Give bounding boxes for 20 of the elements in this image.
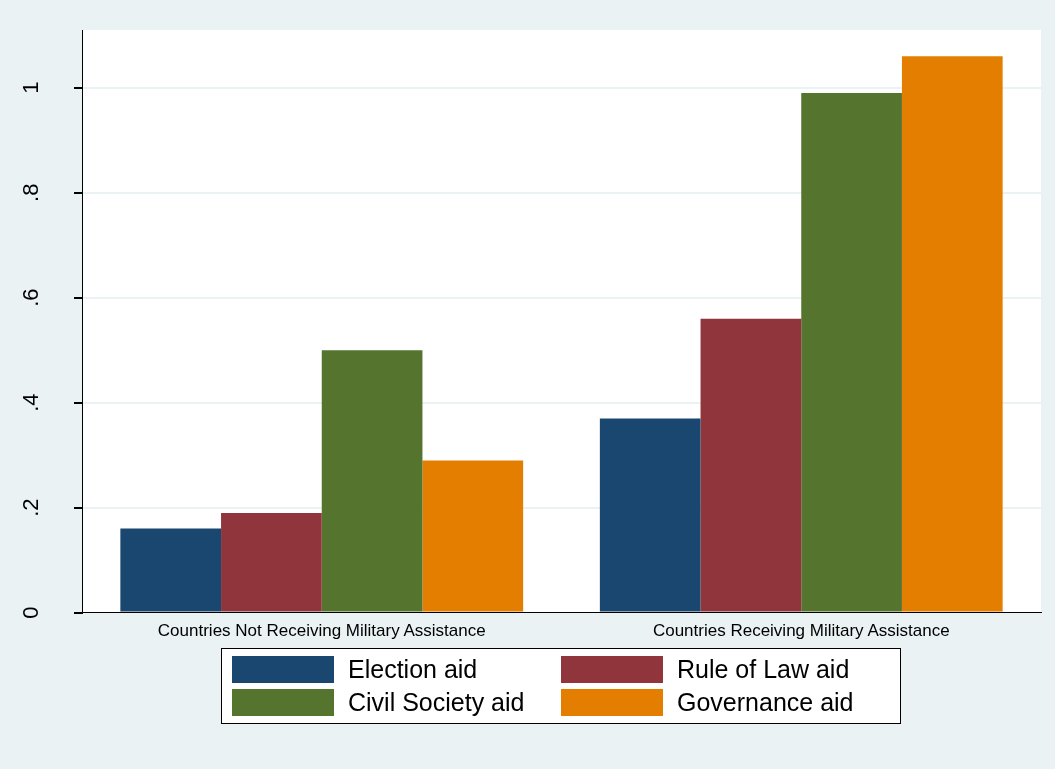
legend-label: Election aid: [348, 655, 478, 684]
bar: [801, 92, 902, 612]
bar: [221, 512, 322, 612]
y-tick-label: 1: [18, 81, 44, 94]
bar: [700, 318, 802, 612]
x-tick-label: Countries Not Receiving Military Assistance: [157, 621, 486, 641]
bar: [901, 56, 1003, 612]
x-tick-label: Countries Receiving Military Assistance: [652, 621, 950, 641]
y-tick-label: .6: [18, 288, 44, 307]
y-tick-label: 0: [18, 606, 44, 619]
legend-label: Rule of Law aid: [677, 655, 850, 684]
bar: [599, 418, 701, 612]
y-tick-label: .2: [18, 498, 44, 517]
bar: [321, 350, 423, 612]
bar: [422, 460, 524, 612]
y-tick-label: .4: [18, 393, 44, 412]
bar: [120, 528, 222, 612]
legend-label: Civil Society aid: [348, 688, 525, 717]
y-tick-label: .8: [18, 183, 44, 202]
legend-label: Governance aid: [677, 688, 854, 717]
